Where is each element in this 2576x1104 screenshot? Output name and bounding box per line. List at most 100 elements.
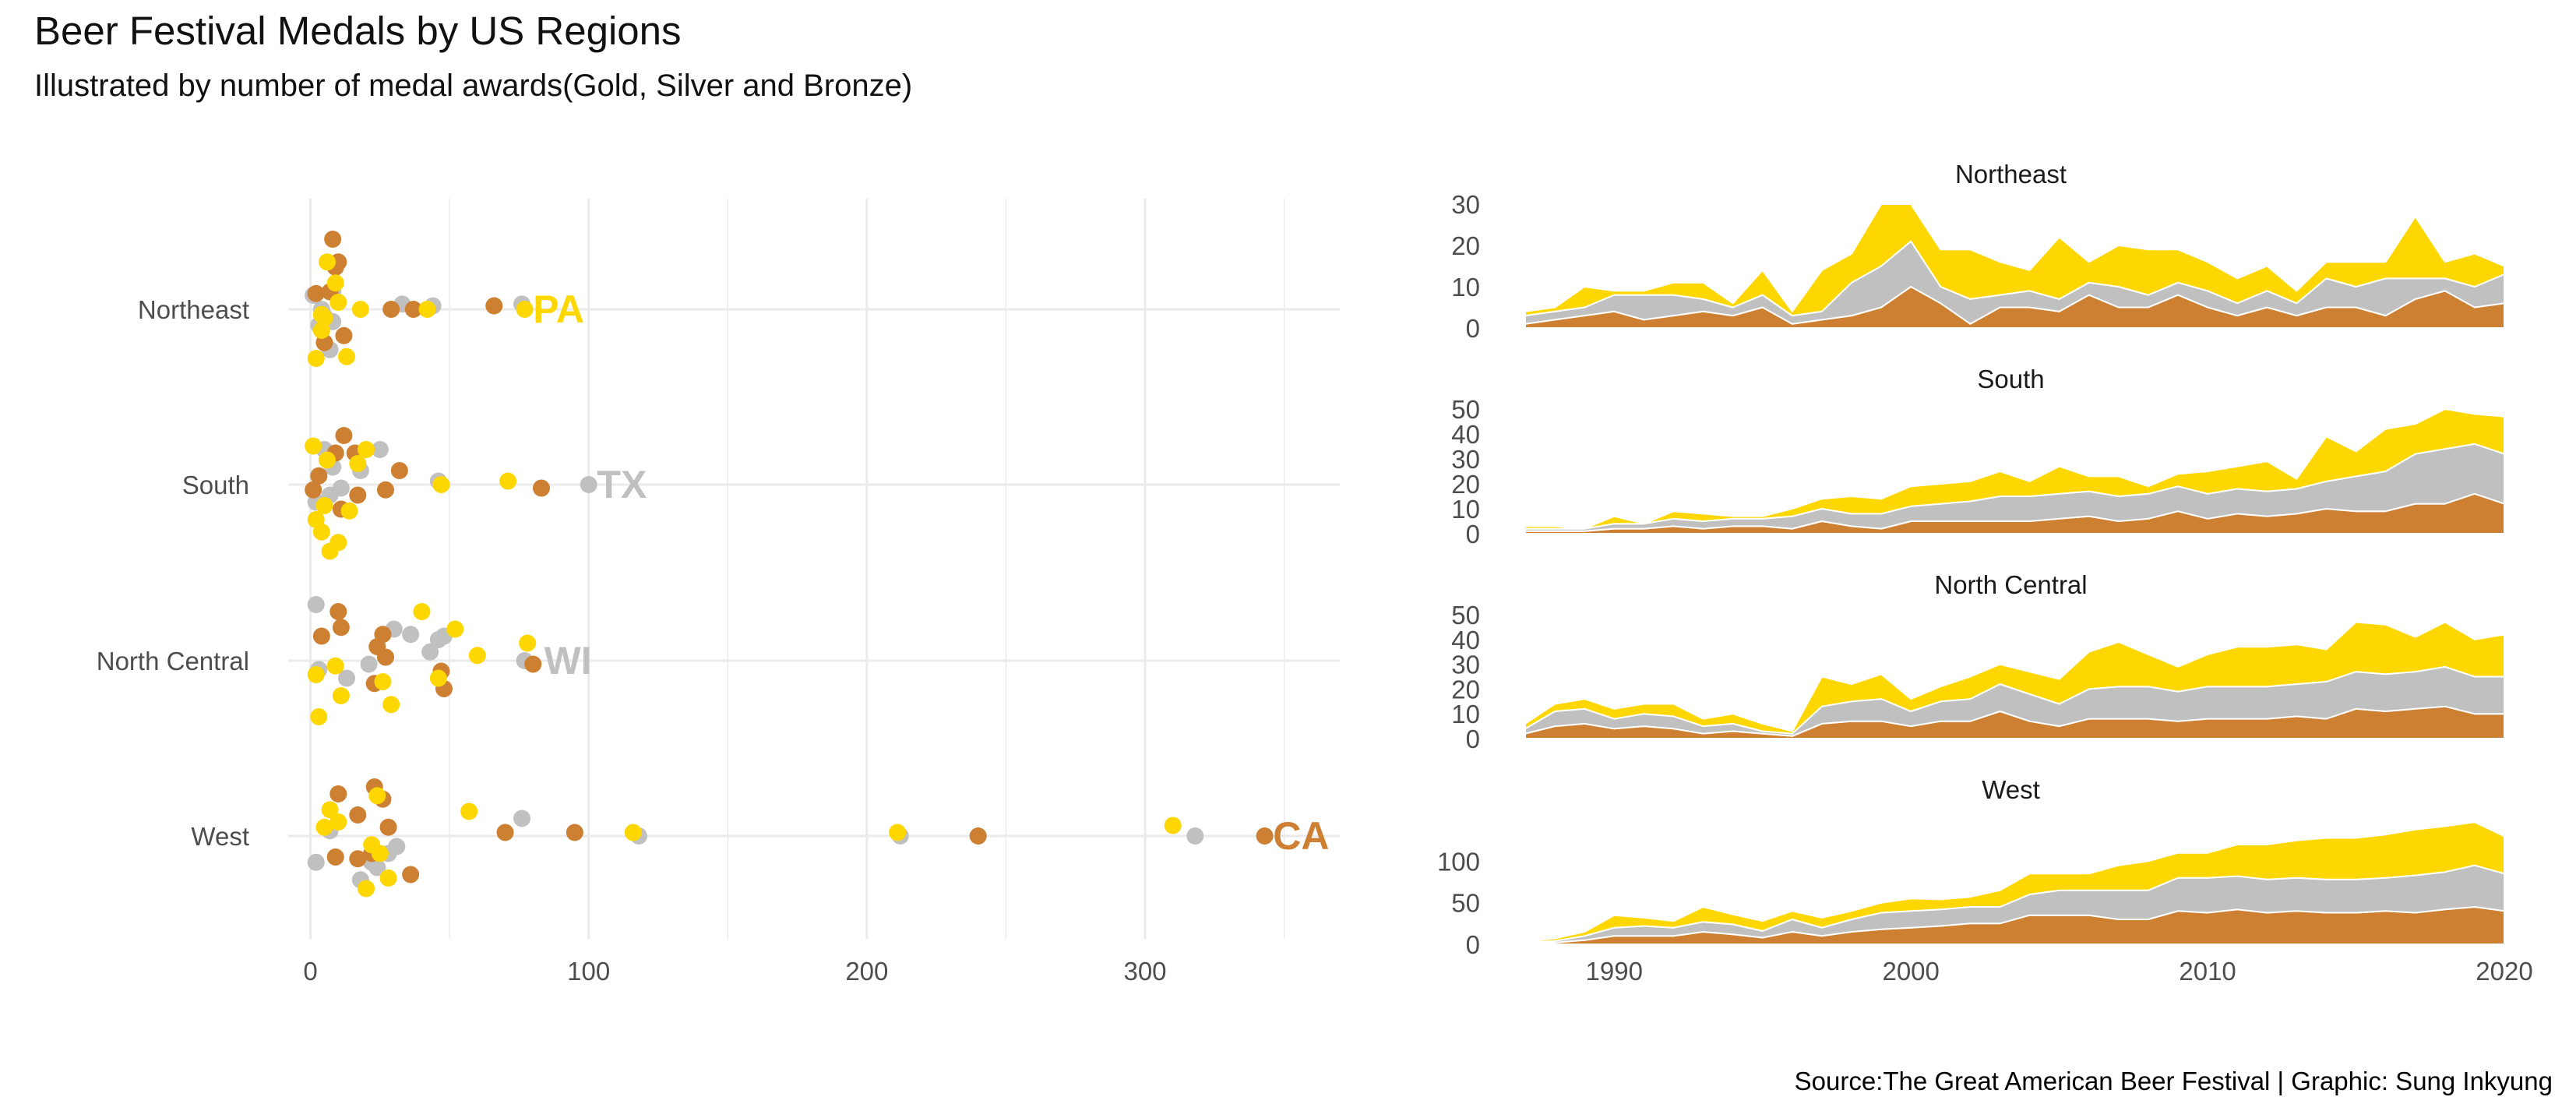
y-tick-label: 100	[1437, 847, 1480, 876]
point-bronze	[335, 326, 353, 344]
y-tick-label: 10	[1451, 700, 1480, 728]
point-bronze	[332, 619, 350, 637]
y-tick-label: 30	[1451, 190, 1480, 219]
y-tick-label: 30	[1451, 445, 1480, 474]
point-bronze	[382, 301, 400, 318]
point-gold	[326, 657, 344, 675]
chart-subtitle: Illustrated by number of medal awards(Go…	[34, 69, 913, 103]
point-gold	[382, 696, 400, 714]
point-gold	[460, 802, 478, 820]
point-gold	[349, 455, 367, 472]
y-tick-label: 40	[1451, 420, 1480, 449]
y-tick-label: 40	[1451, 626, 1480, 654]
point-gold	[338, 347, 355, 365]
y-tick-label: 50	[1451, 601, 1480, 630]
point-silver	[388, 838, 406, 855]
point-bronze	[404, 301, 422, 318]
point-gold	[468, 647, 486, 665]
point-bronze	[329, 785, 347, 802]
point-gold	[368, 787, 386, 805]
area-gold	[1524, 408, 2505, 530]
point-gold	[351, 301, 369, 318]
point-bronze	[390, 462, 408, 479]
y-tick-label: 10	[1451, 273, 1480, 302]
y-tick-label: 20	[1451, 675, 1480, 704]
point-gold	[889, 824, 907, 841]
y-tick-label: 0	[1466, 314, 1480, 343]
panel-west: West 0 50 100	[1437, 775, 2505, 959]
state-label: PA	[533, 287, 584, 331]
chart-caption: Source:The Great American Beer Festival …	[1794, 1067, 2553, 1095]
point-bronze	[496, 824, 514, 841]
point-silver	[360, 655, 378, 673]
point-bronze	[524, 655, 542, 673]
point-gold	[326, 274, 344, 292]
point-gold	[321, 542, 339, 560]
dot-plot: Northeast South North Central West 0 100 200 30…	[97, 199, 1340, 986]
point-gold	[432, 476, 450, 493]
point-silver	[580, 476, 597, 493]
point-gold	[499, 472, 517, 490]
state-label: CA	[1273, 814, 1329, 858]
point-gold	[332, 687, 350, 704]
point-gold	[340, 502, 358, 520]
state-label: WI	[544, 639, 592, 683]
point-bronze	[335, 427, 353, 444]
x-tick-label: 100	[567, 957, 610, 986]
point-gold	[358, 880, 375, 898]
point-bronze	[969, 827, 987, 845]
point-gold	[307, 350, 325, 367]
y-tick-label: West	[191, 822, 249, 851]
point-gold	[319, 451, 336, 469]
y-tick-label: 20	[1451, 231, 1480, 260]
point-bronze	[377, 648, 394, 666]
point-silver	[332, 479, 350, 497]
point-bronze	[566, 824, 583, 841]
panel-northeast: Northeast 0 10 20 30	[1451, 160, 2505, 343]
panel-title: South	[1977, 365, 2044, 393]
y-tick-label: 30	[1451, 651, 1480, 679]
point-gold	[358, 441, 375, 458]
point-bronze	[305, 481, 322, 499]
point-silver	[307, 596, 325, 613]
point-gold	[312, 322, 330, 339]
point-silver	[371, 441, 389, 458]
point-bronze	[312, 627, 330, 645]
point-gold	[371, 845, 389, 862]
point-bronze	[324, 231, 342, 248]
area-gold	[1524, 203, 2505, 317]
y-tick-label: Northeast	[138, 295, 249, 324]
area-gold	[1524, 821, 2505, 944]
point-bronze	[307, 284, 325, 302]
y-tick-label: 50	[1451, 395, 1480, 424]
point-gold	[624, 824, 642, 841]
point-bronze	[349, 486, 367, 504]
point-gold	[374, 673, 392, 690]
point-gold	[315, 818, 333, 836]
y-tick-label: 10	[1451, 495, 1480, 524]
point-bronze	[485, 297, 503, 315]
point-silver	[402, 626, 420, 644]
point-gold	[379, 869, 397, 887]
chart-title: Beer Festival Medals by US Regions	[34, 9, 682, 53]
x-tick-label: 0	[303, 957, 317, 986]
x-tick-label: 2010	[2179, 957, 2236, 986]
point-silver	[429, 631, 447, 648]
point-gold	[305, 437, 322, 455]
point-gold	[307, 666, 325, 683]
x-tick-label: 2000	[1882, 957, 1939, 986]
area-gold	[1524, 621, 2505, 735]
state-label: TX	[597, 463, 647, 506]
point-gold	[446, 620, 464, 638]
point-bronze	[349, 806, 367, 824]
x-tick-label: 300	[1123, 957, 1166, 986]
point-bronze	[349, 850, 367, 868]
point-bronze	[329, 603, 347, 620]
point-bronze	[379, 818, 397, 836]
point-gold	[413, 603, 431, 620]
point-gold	[329, 294, 347, 311]
